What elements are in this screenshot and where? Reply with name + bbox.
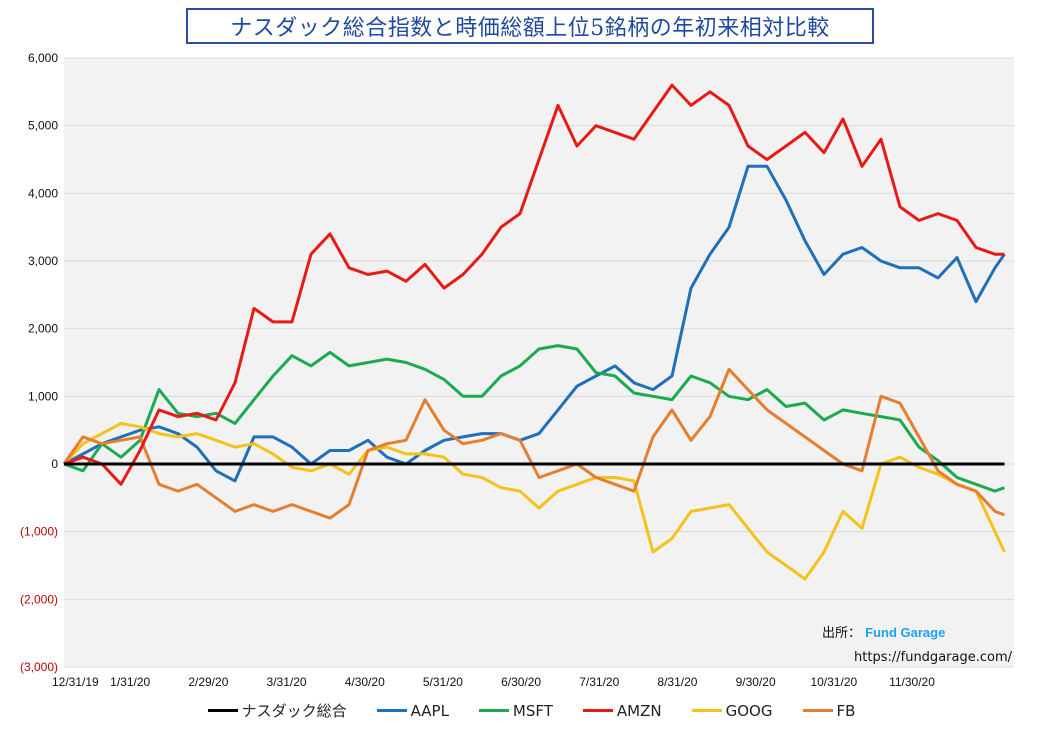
legend-label: GOOG (725, 701, 773, 720)
legend-label: AMZN (616, 701, 662, 720)
legend-swatch (802, 709, 833, 712)
x-tick-label: 5/31/20 (423, 675, 463, 689)
y-tick-label: 0 (51, 457, 58, 471)
series-line-fb (62, 367, 1006, 520)
y-tick-label: 4,000 (28, 186, 58, 200)
x-tick-label: 4/30/20 (345, 675, 385, 689)
legend-label: AAPL (410, 701, 449, 720)
legend-swatch (376, 709, 407, 712)
source-url: https://fundgarage.com/ (854, 650, 1012, 665)
source-label: 出所： (822, 626, 862, 641)
source-brand: Fund Garage (865, 625, 946, 640)
legend-label: ナスダック総合 (241, 702, 347, 720)
legend: ナスダック総合 AAPL MSFT AMZN GOOG FB (0, 700, 1063, 721)
x-tick-label: 3/31/20 (267, 675, 307, 689)
series-line-msft (63, 344, 1006, 493)
x-tick-label: 2/29/20 (188, 675, 228, 689)
y-tick-label: (1,000) (20, 525, 58, 539)
series-lines (62, 83, 1006, 581)
legend-item: FB (802, 701, 856, 720)
legend-item: AMZN (582, 701, 662, 720)
x-tick-label: 1/31/20 (110, 675, 150, 689)
x-tick-label: 7/31/20 (579, 675, 619, 689)
legend-swatch (691, 709, 722, 712)
x-tick-label: 10/31/20 (810, 675, 857, 689)
legend-item: ナスダック総合 (207, 700, 347, 721)
source-note: 出所： Fund Garage https://fundgarage.com/ (822, 622, 1012, 665)
legend-item: MSFT (478, 701, 553, 720)
legend-swatch (582, 709, 613, 712)
plot-area (64, 58, 1014, 667)
x-axis-ticks: 12/31/19 1/31/20 2/29/20 3/31/20 4/30/20 5/31… (52, 675, 935, 689)
legend-label: FB (836, 701, 856, 720)
y-tick-label: 5,000 (28, 119, 58, 133)
legend-item: GOOG (691, 701, 773, 720)
x-tick-label: 8/31/20 (657, 675, 697, 689)
y-tick-label: 3,000 (28, 254, 58, 268)
legend-item: AAPL (376, 701, 449, 720)
x-tick-label: 6/30/20 (501, 675, 541, 689)
y-axis-ticks: 6,000 5,000 4,000 3,000 2,000 1,000 0 (1,000) (2… (20, 51, 58, 674)
x-tick-label: 12/31/19 (52, 675, 99, 689)
series-line-aapl (63, 164, 1006, 483)
y-tick-label: (2,000) (20, 592, 58, 606)
x-tick-label: 9/30/20 (736, 675, 776, 689)
y-tick-label: 1,000 (28, 389, 58, 403)
chart-title-box: ナスダック総合指数と時価総額上位5銘柄の年初来相対比較 (186, 8, 874, 44)
y-tick-label: (3,000) (20, 660, 58, 674)
series-line-goog (62, 421, 1006, 581)
source-line: 出所： Fund Garage (822, 622, 1012, 641)
chart-title: ナスダック総合指数と時価総額上位5銘柄の年初来相対比較 (230, 16, 830, 41)
series-line-amzn (63, 83, 1005, 486)
legend-swatch (478, 709, 509, 712)
y-tick-label: 2,000 (28, 322, 58, 336)
y-tick-label: 6,000 (28, 51, 58, 65)
x-tick-label: 11/30/20 (889, 675, 935, 689)
legend-label: MSFT (512, 701, 553, 720)
legend-swatch (207, 709, 238, 712)
